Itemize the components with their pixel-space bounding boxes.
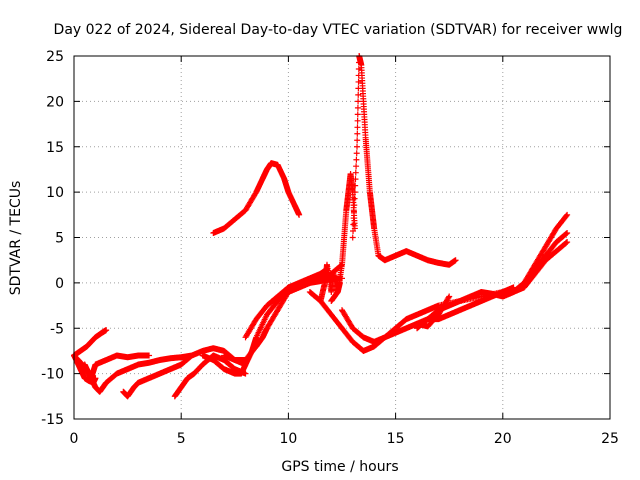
series-track-19 — [414, 293, 453, 330]
data-points — [71, 53, 571, 400]
y-tick-label: -10 — [41, 367, 64, 383]
series-track-18 — [510, 211, 571, 295]
axis-ticks — [73, 55, 611, 420]
x-tick-label: 15 — [387, 431, 405, 447]
series-track-12 — [328, 170, 358, 305]
series-track-6 — [171, 352, 249, 400]
y-tick-label: 0 — [55, 276, 64, 292]
x-tick-label: 10 — [279, 431, 297, 447]
y-tick-label: -15 — [41, 412, 64, 428]
x-tick-label: 20 — [494, 431, 512, 447]
point-markers — [81, 352, 195, 395]
point-markers — [414, 293, 453, 330]
x-tick-label: 5 — [177, 431, 186, 447]
x-axis-label: GPS time / hours — [281, 459, 398, 475]
series-track-9 — [242, 266, 330, 341]
point-markers — [510, 211, 571, 295]
chart-title: Day 022 of 2024, Sidereal Day-to-day VTE… — [54, 22, 623, 38]
y-tick-label: 10 — [46, 185, 64, 201]
y-tick-label: 15 — [46, 140, 64, 156]
point-markers — [171, 352, 249, 400]
tick-labels: 0 5 10 15 20 25 -15 -10 -5 0 5 10 15 20 25 — [41, 49, 619, 447]
y-axis-label: SDTVAR / TECUs — [8, 181, 24, 296]
y-tick-label: 25 — [46, 49, 64, 65]
point-markers — [210, 160, 303, 236]
point-markers — [328, 170, 358, 305]
series-track-10 — [210, 160, 303, 236]
point-markers — [242, 266, 330, 341]
x-tick-label: 0 — [70, 431, 79, 447]
series-track-4 — [81, 352, 195, 395]
x-tick-label: 25 — [601, 431, 619, 447]
y-tick-label: 5 — [55, 231, 64, 247]
y-tick-label: -5 — [50, 321, 64, 337]
y-tick-label: 20 — [46, 94, 64, 110]
